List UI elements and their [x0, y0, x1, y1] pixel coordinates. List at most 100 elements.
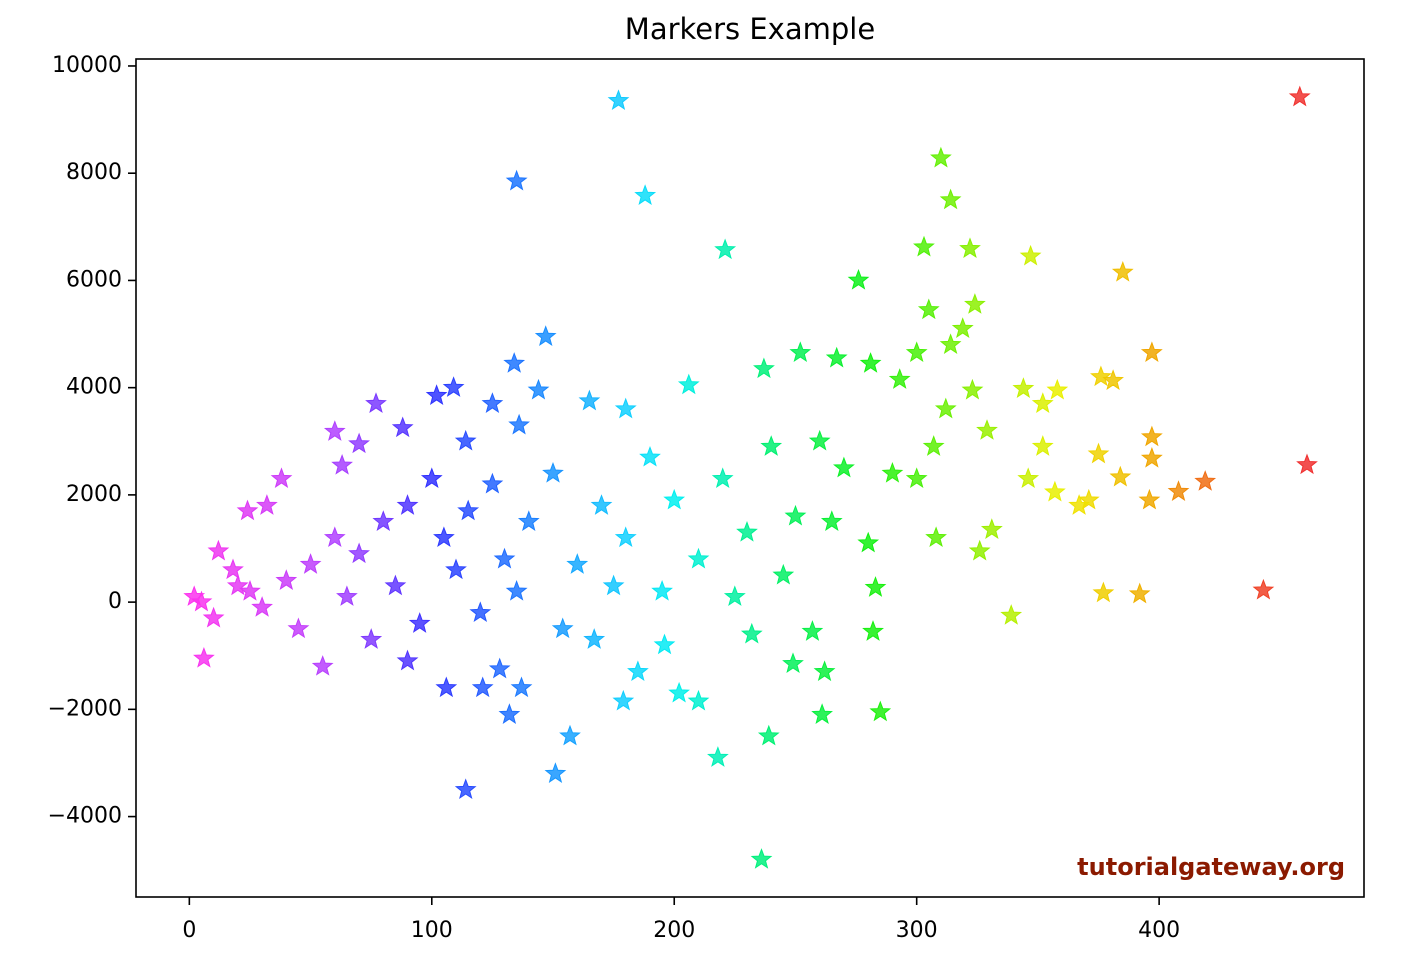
star-marker: [287, 617, 310, 639]
y-tick-label: −2000: [48, 696, 122, 721]
star-marker: [396, 494, 419, 515]
star-marker: [930, 146, 952, 168]
star-marker: [1012, 377, 1035, 398]
star-marker: [922, 435, 945, 456]
star-marker: [517, 510, 540, 531]
star-marker: [323, 526, 346, 548]
star-marker: [202, 606, 225, 628]
star-marker: [663, 488, 686, 510]
star-marker: [753, 357, 775, 379]
star-marker: [612, 689, 635, 711]
star-marker: [711, 467, 734, 489]
star-marker: [510, 676, 533, 698]
star-marker: [820, 510, 843, 531]
star-marker: [847, 268, 870, 290]
star-marker: [193, 646, 215, 668]
star-marker: [825, 346, 848, 368]
star-marker: [1019, 244, 1042, 266]
star-marker: [435, 676, 458, 698]
star-marker: [336, 585, 358, 606]
star-marker: [505, 169, 528, 191]
star-marker: [454, 778, 477, 800]
star-marker: [651, 579, 673, 601]
star-marker: [1092, 581, 1115, 603]
y-tick-label: 8000: [66, 160, 122, 185]
x-tick-label: 400: [1138, 918, 1180, 943]
watermark: tutorialgateway.org: [1077, 853, 1345, 881]
star-marker: [925, 526, 947, 548]
star-marker: [1044, 480, 1066, 502]
star-marker: [888, 368, 911, 389]
star-marker: [772, 563, 795, 585]
star-marker: [859, 352, 882, 373]
star-marker: [372, 510, 395, 531]
star-marker: [1077, 488, 1100, 510]
star-marker: [1128, 582, 1151, 604]
star-marker: [1288, 85, 1311, 107]
star-marker: [602, 574, 625, 596]
y-tick-label: 0: [108, 589, 122, 614]
star-marker: [1031, 392, 1054, 413]
star-marker: [425, 384, 448, 405]
star-marker: [913, 235, 935, 257]
star-marker: [714, 238, 737, 260]
star-marker: [1140, 446, 1163, 468]
star-marker: [905, 467, 928, 489]
star-marker: [862, 620, 884, 641]
star-marker: [454, 429, 477, 451]
star-marker: [808, 429, 831, 451]
star-marker: [384, 574, 407, 596]
y-tick-label: −4000: [48, 804, 122, 829]
star-marker: [951, 317, 974, 338]
star-marker: [917, 298, 940, 320]
star-marker: [508, 413, 530, 435]
star-marker: [578, 389, 601, 411]
x-tick-label: 200: [653, 918, 695, 943]
star-marker: [1138, 488, 1161, 510]
star-marker: [457, 499, 480, 521]
star-marker: [813, 660, 836, 682]
star-marker: [433, 526, 455, 548]
star-marker: [968, 539, 991, 561]
star-marker: [471, 676, 494, 698]
star-marker: [1031, 435, 1054, 456]
star-marker: [1068, 494, 1090, 515]
x-tick-label: 300: [896, 918, 938, 943]
star-marker: [934, 397, 957, 419]
star-marker: [1140, 425, 1163, 447]
star-marker: [488, 657, 511, 679]
star-marker: [939, 188, 962, 210]
star-marker: [801, 620, 824, 641]
star-marker: [348, 542, 370, 564]
star-marker: [757, 724, 780, 746]
star-marker: [1046, 378, 1069, 400]
star-marker: [590, 494, 613, 515]
star-marker: [551, 617, 574, 639]
star-marker: [256, 494, 278, 515]
star-marker: [1102, 369, 1124, 390]
star-marker: [1252, 578, 1275, 600]
star-marker: [493, 547, 516, 569]
star-marker: [299, 553, 322, 574]
star-marker: [275, 569, 298, 590]
star-marker: [348, 432, 370, 454]
y-tick-label: 6000: [66, 267, 122, 292]
star-marker: [1111, 260, 1134, 282]
star-marker: [707, 746, 729, 767]
star-marker: [251, 596, 273, 617]
star-marker: [1109, 465, 1132, 487]
star-marker: [1140, 341, 1163, 363]
star-marker: [789, 341, 812, 363]
star-marker: [980, 518, 1003, 539]
star-marker: [583, 628, 606, 649]
y-tick-label: 4000: [66, 375, 122, 400]
star-marker: [677, 373, 700, 395]
star-marker: [784, 504, 807, 526]
star-marker: [736, 520, 758, 542]
star-marker: [566, 553, 589, 574]
star-marker: [833, 456, 855, 478]
star-marker: [634, 184, 657, 205]
star-marker: [1000, 604, 1023, 625]
star-marker: [236, 499, 259, 521]
x-tick-label: 0: [182, 918, 196, 943]
